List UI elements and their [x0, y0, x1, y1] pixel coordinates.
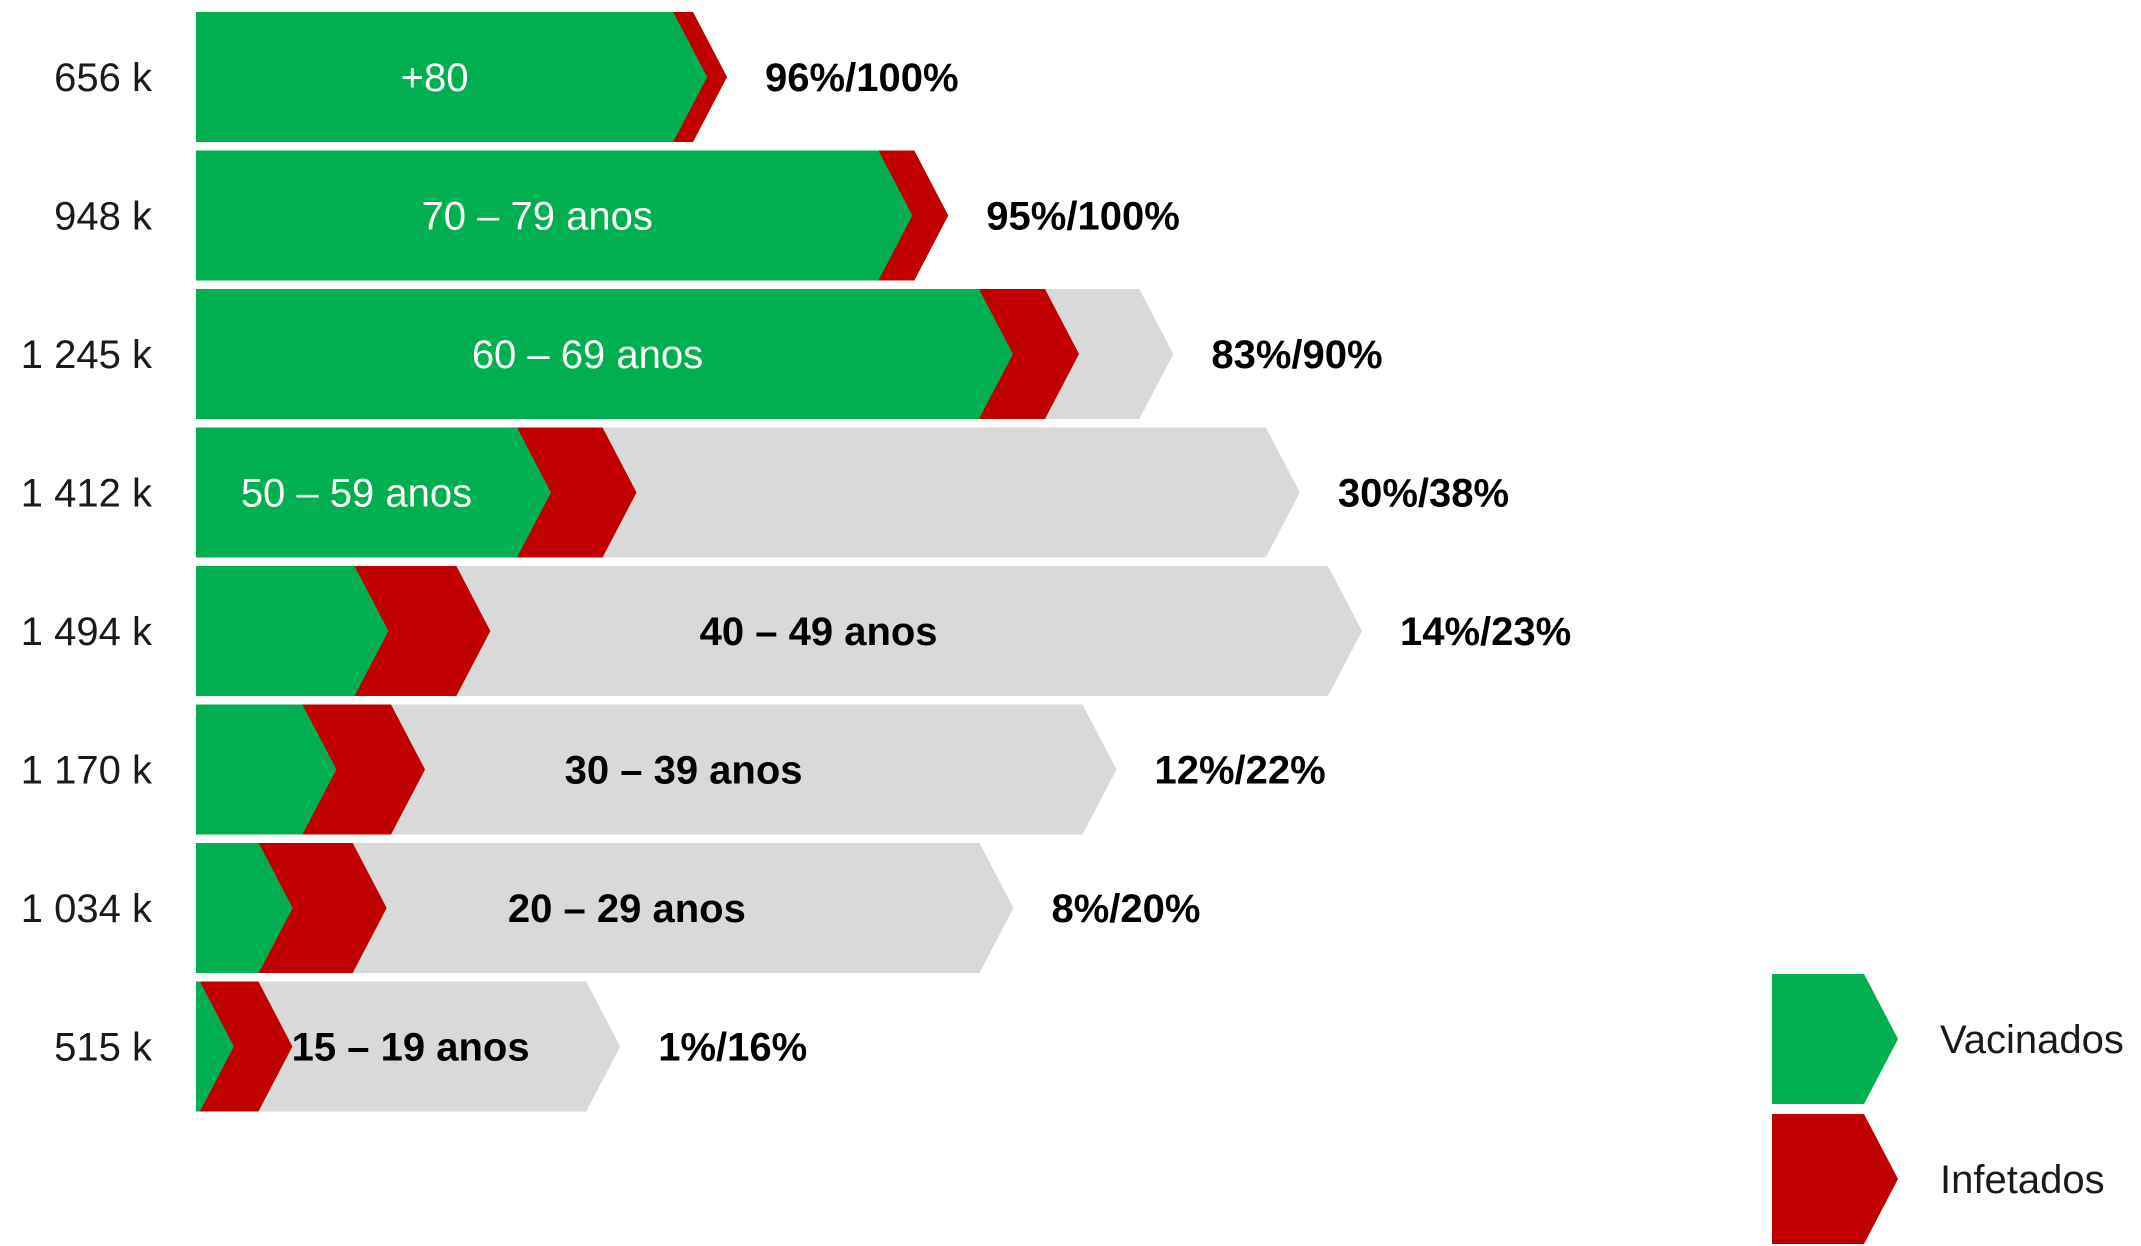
bar-row: 1 170 k 30 – 39 anos 12%/22%: [21, 704, 1326, 835]
bar-row: 948 k 70 – 79 anos 95%/100%: [54, 150, 1180, 281]
percentage-label: 30%/38%: [1338, 472, 1509, 516]
legend-label: Vacinados: [1940, 1018, 2124, 1062]
age-group-label: 60 – 69 anos: [472, 333, 703, 377]
percentage-label: 96%/100%: [765, 56, 958, 100]
percentage-label: 12%/22%: [1155, 749, 1326, 793]
population-label: 1 494 k: [21, 610, 153, 654]
population-label: 1 034 k: [21, 887, 153, 931]
bar-row: 1 034 k 20 – 29 anos 8%/20%: [21, 843, 1200, 973]
population-label: 1 170 k: [21, 749, 153, 793]
legend-item: Infetados: [1772, 1114, 2105, 1244]
bar-row: 1 412 k 50 – 59 anos 30%/38%: [21, 427, 1509, 558]
vacinados-bar: [196, 843, 293, 973]
legend-swatch: [1772, 1114, 1898, 1244]
percentage-label: 14%/23%: [1400, 610, 1571, 654]
vacinados-bar: [196, 427, 551, 558]
age-group-label: 40 – 49 anos: [700, 610, 938, 654]
remaining-bar: [196, 843, 1014, 973]
chart-rows: 656 k +80 96%/100% 948 k 70 – 79 anos 95%/100…: [21, 12, 1571, 1112]
age-group-label: 20 – 29 anos: [508, 887, 746, 931]
population-label: 656 k: [54, 56, 153, 100]
remaining-bar: [196, 981, 621, 1112]
vacinados-bar: [196, 150, 913, 281]
bar-row: 656 k +80 96%/100%: [54, 12, 959, 142]
population-label: 948 k: [54, 195, 153, 239]
age-group-label: 50 – 59 anos: [241, 472, 472, 516]
percentage-label: 1%/16%: [658, 1026, 807, 1070]
vacinados-bar: [196, 12, 708, 142]
age-group-label: 30 – 39 anos: [565, 749, 803, 793]
legend-item: Vacinados: [1772, 974, 2124, 1104]
vacinados-bar: [196, 981, 234, 1112]
percentage-label: 83%/90%: [1211, 333, 1382, 377]
legend-swatch: [1772, 974, 1898, 1104]
vacinados-bar: [196, 704, 337, 835]
age-group-label: 15 – 19 anos: [292, 1026, 530, 1070]
population-label: 1 245 k: [21, 333, 153, 377]
percentage-label: 8%/20%: [1051, 887, 1200, 931]
bar-row: 1 494 k 40 – 49 anos 14%/23%: [21, 566, 1571, 696]
vacinados-bar: [196, 289, 1013, 419]
percentage-label: 95%/100%: [986, 195, 1179, 239]
legend-label: Infetados: [1940, 1158, 2105, 1202]
bar-row: 1 245 k 60 – 69 anos 83%/90%: [21, 289, 1383, 419]
remaining-bar: [196, 704, 1117, 835]
infetados-bar: [196, 981, 293, 1112]
age-group-label: 70 – 79 anos: [422, 195, 653, 239]
age-group-label: +80: [401, 56, 469, 100]
bar-row: 515 k 15 – 19 anos 1%/16%: [54, 981, 807, 1112]
population-label: 1 412 k: [21, 472, 153, 516]
vacinados-bar: [196, 566, 389, 696]
population-label: 515 k: [54, 1026, 153, 1070]
remaining-bar: [196, 566, 1362, 696]
chart-legend: Vacinados Infetados: [1772, 974, 2124, 1244]
